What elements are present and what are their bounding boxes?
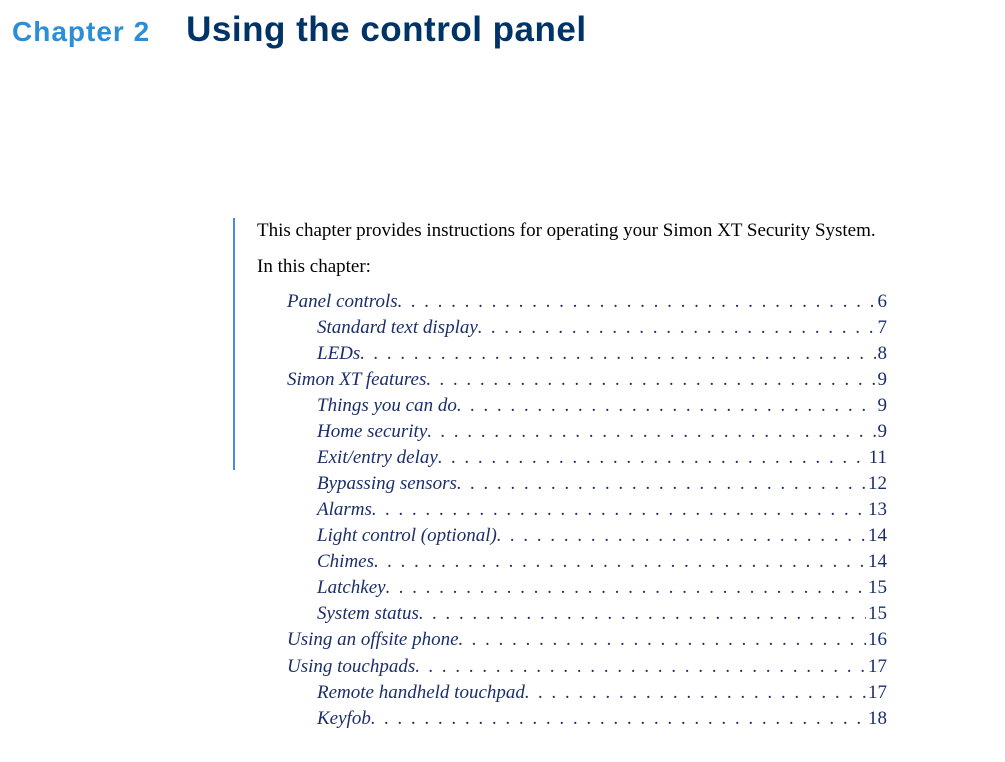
toc-leader-dots (386, 575, 866, 601)
toc-entry-label: Keyfob (317, 706, 371, 732)
body-block: This chapter provides instructions for o… (233, 218, 1005, 732)
intro-paragraph-1: This chapter provides instructions for o… (257, 218, 887, 244)
toc-entry-label: Bypassing sensors (317, 471, 457, 497)
table-of-contents: Panel controls6Standard text display7LED… (287, 289, 887, 731)
toc-row[interactable]: Keyfob 18 (287, 706, 887, 732)
toc-row[interactable]: Things you can do 9 (287, 393, 887, 419)
chapter-label: Chapter 2 (12, 16, 150, 48)
toc-page-number: 15 (866, 575, 887, 601)
intro-paragraph-2: In this chapter: (257, 254, 887, 280)
toc-page-number: 9 (876, 393, 888, 419)
document-page: Chapter 2 Using the control panel This c… (0, 0, 1005, 732)
toc-leader-dots (438, 445, 867, 471)
toc-row[interactable]: Using touchpads 17 (287, 654, 887, 680)
toc-leader-dots (371, 706, 866, 732)
toc-row[interactable]: Simon XT features 9 (287, 367, 887, 393)
toc-entry-label: System status (317, 601, 419, 627)
toc-leader-dots (415, 654, 866, 680)
toc-row[interactable]: System status 15 (287, 601, 887, 627)
toc-entry-label: Remote handheld touchpad (317, 680, 525, 706)
toc-entry-label: Home security (317, 419, 427, 445)
chapter-title: Using the control panel (186, 10, 586, 50)
toc-row[interactable]: Remote handheld touchpad 17 (287, 680, 887, 706)
toc-page-number: 14 (866, 549, 887, 575)
toc-entry-label: Standard text display (317, 315, 478, 341)
vertical-rule (233, 218, 235, 470)
toc-leader-dots (525, 680, 866, 706)
toc-leader-dots (497, 523, 866, 549)
toc-page-number: 7 (876, 315, 888, 341)
toc-leader-dots (427, 419, 875, 445)
toc-page-number: 16 (866, 627, 887, 653)
toc-leader-dots (426, 367, 875, 393)
toc-leader-dots (419, 601, 866, 627)
toc-page-number: 9 (876, 367, 888, 393)
toc-page-number: 12 (866, 471, 887, 497)
toc-row[interactable]: Chimes 14 (287, 549, 887, 575)
toc-entry-label: Exit/entry delay (317, 445, 438, 471)
toc-page-number: 8 (876, 341, 888, 367)
toc-leader-dots (459, 627, 866, 653)
toc-row[interactable]: Panel controls 6 (287, 289, 887, 315)
toc-page-number: 11 (867, 445, 887, 471)
toc-page-number: 17 (866, 680, 887, 706)
toc-row[interactable]: Bypassing sensors 12 (287, 471, 887, 497)
toc-row[interactable]: Home security 9 (287, 419, 887, 445)
toc-entry-label: Using an offsite phone (287, 627, 459, 653)
toc-page-number: 9 (876, 419, 888, 445)
toc-entry-label: Using touchpads (287, 654, 415, 680)
toc-page-number: 14 (866, 523, 887, 549)
toc-row[interactable]: Standard text display 7 (287, 315, 887, 341)
toc-page-number: 17 (866, 654, 887, 680)
toc-row[interactable]: Exit/entry delay 11 (287, 445, 887, 471)
toc-entry-label: Chimes (317, 549, 374, 575)
toc-row[interactable]: Latchkey 15 (287, 575, 887, 601)
toc-leader-dots (478, 315, 876, 341)
toc-entry-label: LEDs (317, 341, 360, 367)
toc-leader-dots (398, 289, 876, 315)
toc-page-number: 13 (866, 497, 887, 523)
toc-page-number: 15 (866, 601, 887, 627)
toc-entry-label: Light control (optional) (317, 523, 497, 549)
toc-leader-dots (374, 549, 866, 575)
chapter-header: Chapter 2 Using the control panel (0, 0, 1005, 50)
toc-entry-label: Simon XT features (287, 367, 426, 393)
toc-leader-dots (457, 471, 866, 497)
toc-page-number: 18 (866, 706, 887, 732)
toc-entry-label: Panel controls (287, 289, 398, 315)
toc-row[interactable]: Light control (optional) 14 (287, 523, 887, 549)
toc-entry-label: Things you can do (317, 393, 457, 419)
toc-row[interactable]: LEDs 8 (287, 341, 887, 367)
toc-entry-label: Alarms (317, 497, 372, 523)
toc-leader-dots (372, 497, 866, 523)
toc-leader-dots (360, 341, 875, 367)
intro-column: This chapter provides instructions for o… (257, 218, 887, 732)
toc-entry-label: Latchkey (317, 575, 386, 601)
toc-row[interactable]: Using an offsite phone 16 (287, 627, 887, 653)
toc-leader-dots (457, 393, 876, 419)
toc-page-number: 6 (876, 289, 888, 315)
toc-row[interactable]: Alarms 13 (287, 497, 887, 523)
